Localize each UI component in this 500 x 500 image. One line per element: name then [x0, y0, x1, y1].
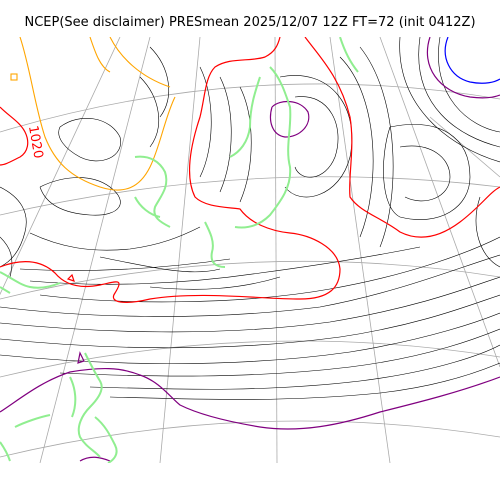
isobar-low-purple [0, 37, 500, 462]
coastline [0, 37, 359, 463]
map-title: NCEP(See disclaimer) PRESmean 2025/12/07… [24, 15, 476, 30]
map-frame: 1020 [0, 37, 500, 463]
isobar-high [10, 37, 176, 191]
isobars [0, 37, 500, 400]
isobar-1020 [0, 37, 500, 303]
pressure-map: 1020 [0, 37, 500, 463]
contour-label-1020: 1020 [25, 124, 46, 159]
isobar-low-blue [444, 37, 500, 84]
